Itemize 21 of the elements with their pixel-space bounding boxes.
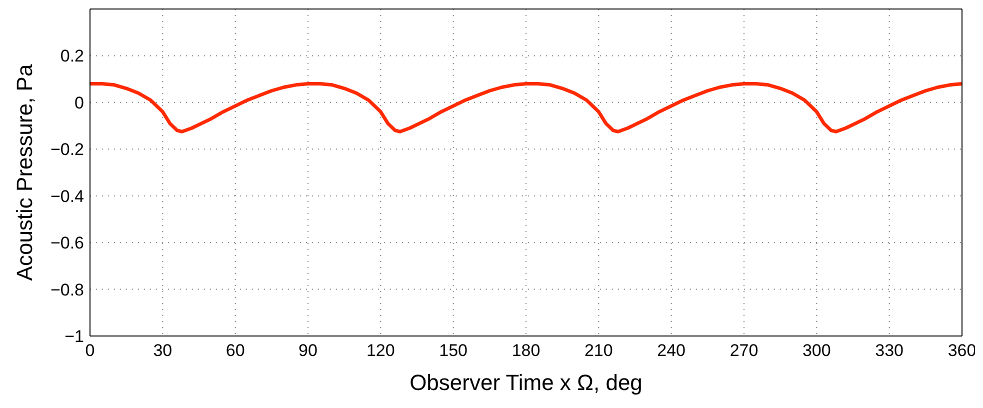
y-tick-label: −1 xyxy=(64,327,84,346)
x-tick-label: 60 xyxy=(226,341,245,360)
x-axis-title: Observer Time x Ω, deg xyxy=(410,370,642,395)
x-tick-label: 300 xyxy=(802,341,831,360)
y-tick-label: 0 xyxy=(74,93,84,112)
y-tick-label: −0.2 xyxy=(50,140,84,160)
y-tick-label: 0.2 xyxy=(60,46,84,66)
x-tick-label: 240 xyxy=(657,341,686,360)
x-tick-label: 210 xyxy=(584,341,613,360)
y-axis-title: Acoustic Pressure, Pa xyxy=(12,64,37,281)
y-tick-label: −0.8 xyxy=(50,280,84,300)
x-tick-label: 90 xyxy=(298,341,318,360)
x-tick-label: 30 xyxy=(153,341,172,360)
x-tick-label: 120 xyxy=(366,341,395,360)
y-tick-label: −0.6 xyxy=(50,234,84,253)
line-series xyxy=(90,82,962,134)
x-tick-label: 270 xyxy=(730,341,758,360)
x-tick-label: 150 xyxy=(439,341,468,360)
x-tick-label: 330 xyxy=(875,341,904,360)
y-tick-label: −0.4 xyxy=(50,186,84,206)
x-tick-label: 180 xyxy=(512,341,540,360)
